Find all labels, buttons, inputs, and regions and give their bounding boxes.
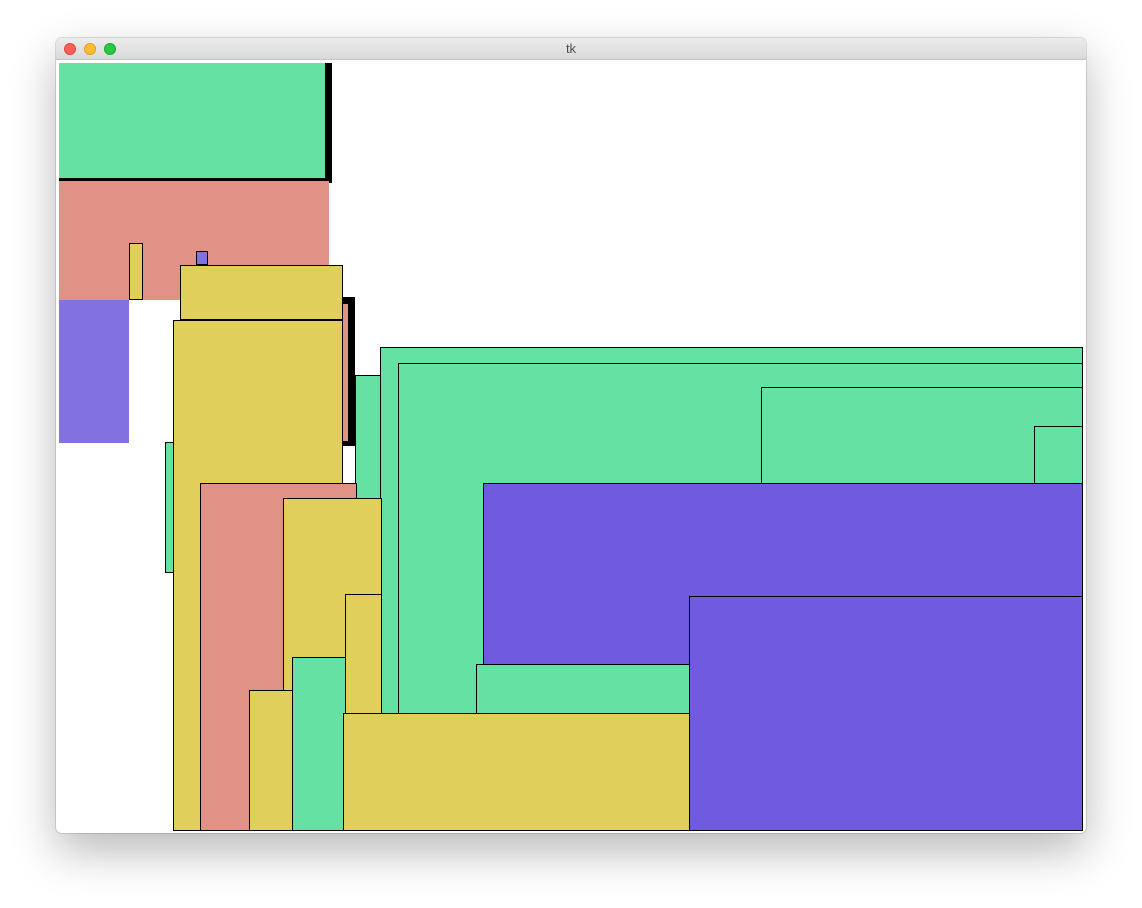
close-button[interactable]	[64, 43, 76, 55]
yellow-rectangle	[180, 265, 343, 320]
lilac-rectangle	[196, 251, 208, 265]
app-window: tk	[56, 38, 1086, 833]
yellow-rectangle	[129, 243, 143, 300]
zoom-button[interactable]	[104, 43, 116, 55]
title-bar: tk	[56, 38, 1086, 60]
minimize-button[interactable]	[84, 43, 96, 55]
salmon-rectangle	[343, 304, 348, 441]
green-rectangle	[761, 387, 1083, 485]
green-rectangle	[355, 375, 382, 500]
green-rectangle	[476, 664, 690, 714]
yellow-rectangle	[345, 594, 382, 714]
lilac-rectangle	[59, 300, 129, 443]
green-rectangle	[1034, 426, 1083, 485]
green-rectangle	[59, 63, 325, 178]
green-rectangle	[292, 657, 346, 831]
drawing-canvas[interactable]	[56, 60, 1086, 833]
window-title: tk	[565, 41, 577, 56]
yellow-rectangle	[343, 713, 690, 831]
yellow-rectangle	[249, 690, 293, 831]
purple-rectangle	[689, 596, 1083, 831]
